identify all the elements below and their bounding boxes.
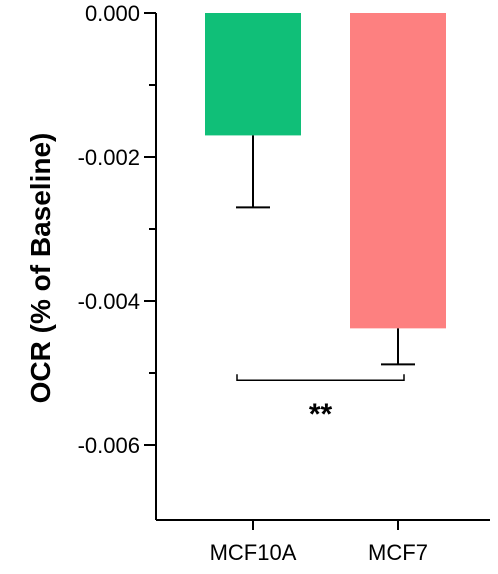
bar-mcf10a	[205, 13, 301, 136]
significance-label: **	[309, 398, 333, 431]
x-tick-label-mcf10a: MCF10A	[210, 540, 297, 565]
y-tick-label: -0.006	[78, 433, 140, 458]
bar-mcf7	[350, 13, 446, 329]
x-tick-label-mcf7: MCF7	[368, 540, 428, 565]
y-tick-label: -0.002	[78, 145, 140, 170]
y-tick-label: -0.004	[78, 289, 140, 314]
y-tick-label: 0.000	[85, 1, 140, 26]
significance-layer: **	[236, 374, 405, 431]
y-ticks-layer: 0.000 -0.002 -0.004 -0.006	[78, 1, 156, 458]
bars-layer	[205, 13, 446, 329]
y-axis-title: OCR (% of Baseline)	[25, 133, 56, 404]
significance-bracket	[236, 374, 405, 381]
errorbars-layer	[236, 135, 415, 366]
x-ticks-layer: MCF10A MCF7	[210, 520, 428, 565]
axes-layer	[155, 13, 490, 521]
